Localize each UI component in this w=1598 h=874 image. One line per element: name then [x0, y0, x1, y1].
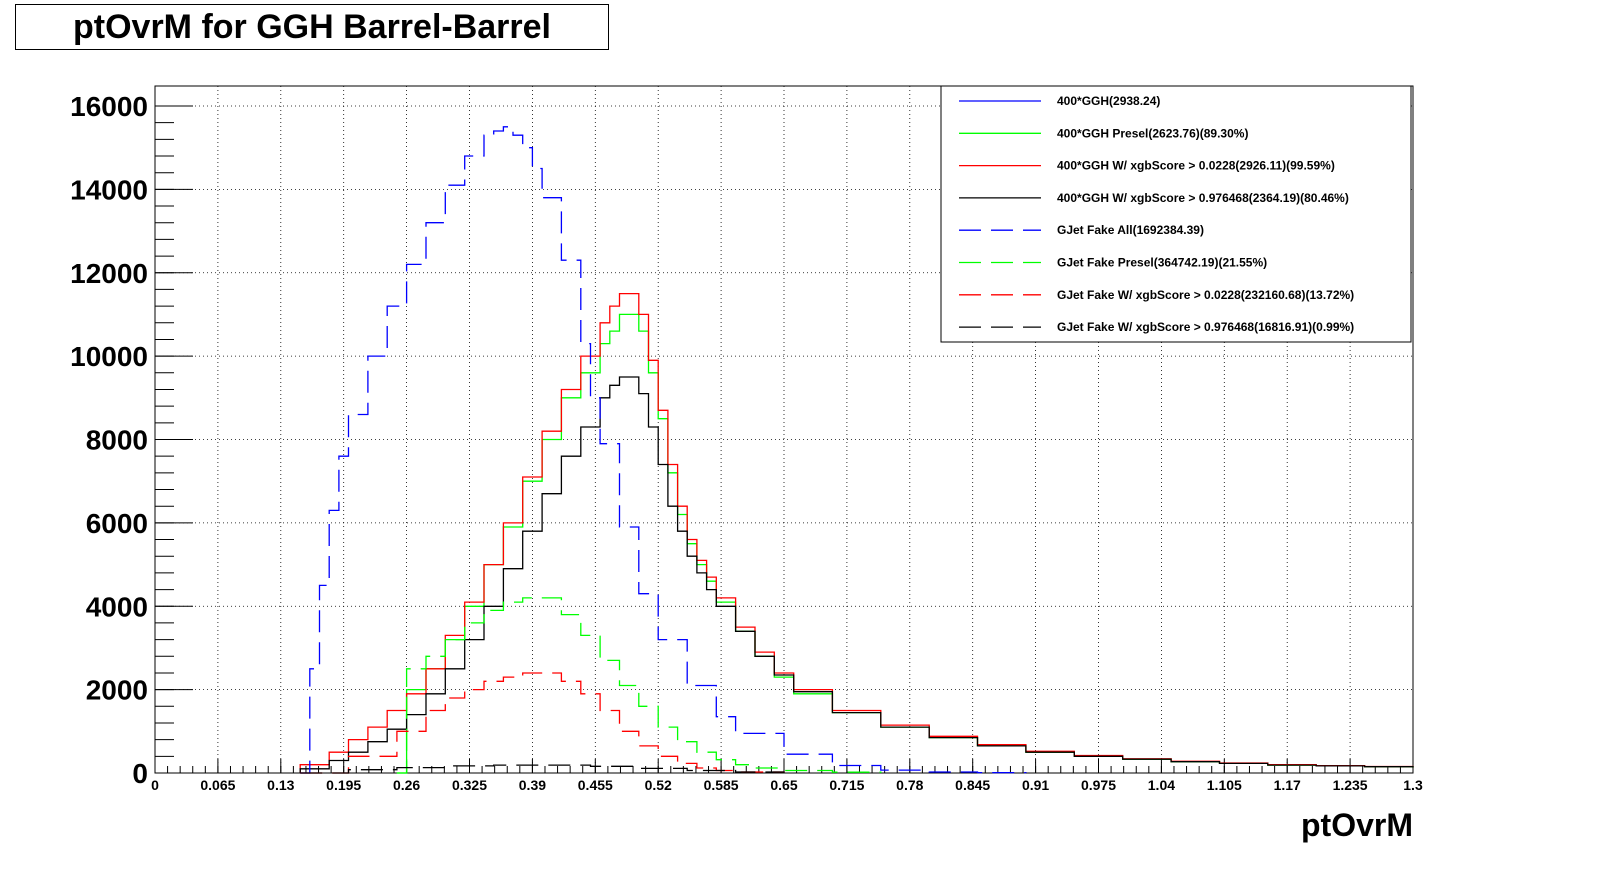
x-tick-label: 0.91: [1022, 777, 1049, 793]
legend-entry: GJet Fake All(1692384.39): [1057, 223, 1204, 237]
chart-title: ptOvrM for GGH Barrel-Barrel: [15, 4, 609, 50]
x-tick-label: 0.715: [829, 777, 864, 793]
x-tick-label: 0: [151, 777, 159, 793]
legend-entry: 400*GGH W/ xgbScore > 0.0228(2926.11)(99…: [1057, 159, 1335, 173]
series-lines: [299, 126, 1414, 774]
x-tick-label: 0.455: [578, 777, 613, 793]
x-tick-label: 0.78: [896, 777, 923, 793]
x-tick-label: 0.975: [1081, 777, 1116, 793]
x-tick-label: 0.325: [452, 777, 487, 793]
x-tick-label: 0.65: [770, 777, 797, 793]
legend-entry: 400*GGH W/ xgbScore > 0.976468(2364.19)(…: [1057, 191, 1349, 205]
x-tick-label: 0.13: [267, 777, 294, 793]
y-tick-label: 0: [132, 758, 148, 789]
legend-entry: GJet Fake W/ xgbScore > 0.976468(16816.9…: [1057, 320, 1354, 334]
x-tick-label: 1.3: [1403, 777, 1423, 793]
legend-entry: GJet Fake W/ xgbScore > 0.0228(232160.68…: [1057, 288, 1354, 302]
x-tick-label: 0.195: [326, 777, 361, 793]
series-line-2: [299, 292, 1414, 773]
x-tick-label: 0.065: [200, 777, 235, 793]
series-line-3: [299, 376, 1414, 773]
series-line-6: [300, 672, 785, 774]
x-tick-label: 0.39: [519, 777, 546, 793]
legend-entry: 400*GGH Presel(2623.76)(89.30%): [1057, 126, 1248, 140]
series-line-5: [396, 597, 882, 774]
y-tick-label: 2000: [86, 675, 148, 706]
series-line-1: [396, 313, 1414, 774]
legend-box: [940, 85, 1412, 343]
x-tick-label: 0.845: [955, 777, 990, 793]
axes: 0 0.065 0.13 0.195 0.26 0.325 0.39 0.455 0.52 0.5…: [70, 85, 1423, 793]
x-tick-label: 1.04: [1148, 777, 1175, 793]
y-tick-label: 16000: [70, 91, 148, 122]
y-tick-label: 4000: [86, 591, 148, 622]
x-tick-label: 0.52: [645, 777, 672, 793]
series-line-4: [300, 126, 1027, 774]
y-tick-label: 8000: [86, 425, 148, 456]
x-tick-label: 0.585: [704, 777, 739, 793]
x-tick-label: 0.26: [393, 777, 420, 793]
y-tick-label: 12000: [70, 258, 148, 289]
x-tick-label: 1.105: [1207, 777, 1242, 793]
legend-entry: GJet Fake Presel(364742.19)(21.55%): [1057, 256, 1267, 270]
y-tick-label: 14000: [70, 174, 148, 205]
x-axis-title: ptOvrM: [1301, 807, 1413, 843]
y-tick-label: 10000: [70, 341, 148, 372]
legend: 400*GGH(2938.24) 400*GGH Presel(2623.76)(…: [940, 85, 1412, 343]
x-tick-label: 1.17: [1274, 777, 1301, 793]
x-tick-label: 1.235: [1333, 777, 1368, 793]
legend-entry: 400*GGH(2938.24): [1057, 94, 1160, 108]
y-tick-label: 6000: [86, 508, 148, 539]
series-line-7: [300, 764, 785, 774]
